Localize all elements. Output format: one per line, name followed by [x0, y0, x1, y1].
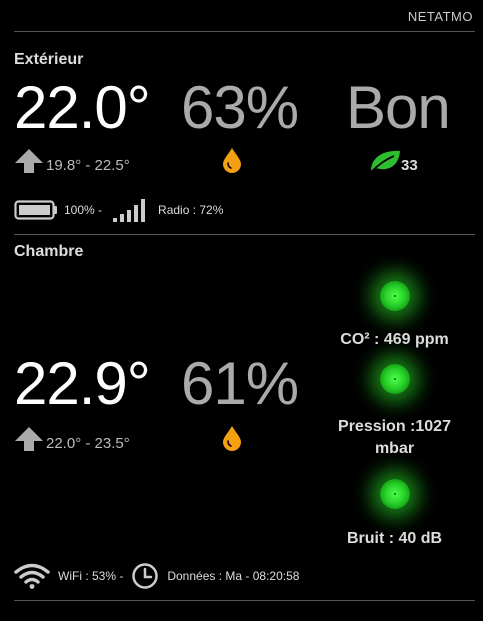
- water-drop-icon: [223, 426, 241, 451]
- section-divider: [14, 234, 475, 235]
- clock-icon: [132, 563, 159, 589]
- air-index-value: 33: [401, 157, 418, 174]
- data-timestamp-text: Données : Ma - 08:20:58: [167, 569, 300, 583]
- footer-divider: [14, 600, 475, 601]
- co2-indicator: [380, 281, 410, 311]
- leaf-icon: [370, 150, 400, 173]
- pressure-line-1: Pression :1027: [338, 418, 451, 435]
- chambre-title: Chambre: [14, 243, 84, 260]
- radio-text: Radio : 72%: [158, 203, 224, 217]
- wifi-text: WiFi : 53% -: [58, 569, 124, 583]
- chambre-humidity: 61%: [181, 350, 299, 417]
- chambre-status: WiFi : 53% - Données : Ma - 08:20:58: [14, 562, 299, 590]
- exterior-status: 100% - Radio : 72%: [14, 197, 223, 223]
- chambre-range-text: 22.0° - 23.5°: [46, 435, 130, 452]
- battery-icon: [14, 200, 57, 220]
- exterior-temperature: 22.0°: [14, 74, 151, 141]
- module-header-title: NETATMO: [407, 9, 473, 24]
- signal-icon: [113, 199, 146, 222]
- noise-label: Bruit : 40 dB: [346, 530, 443, 547]
- wifi-icon: [14, 563, 50, 589]
- chambre-range: 22.0° - 23.5°: [14, 426, 130, 452]
- chambre-temperature: 22.9°: [14, 350, 151, 417]
- exterior-air-index: 33: [368, 148, 418, 174]
- exterior-air-quality: Bon: [346, 74, 451, 141]
- header-divider: [14, 31, 475, 32]
- up-arrow-icon: [15, 149, 43, 173]
- battery-text: 100% -: [64, 203, 103, 217]
- exterior-humidity: 63%: [181, 74, 299, 141]
- pressure-indicator: [380, 364, 410, 394]
- pressure-label: Pression :1027 mbar: [314, 418, 475, 458]
- co2-label: CO² : 469 ppm: [340, 331, 449, 348]
- noise-indicator: [380, 479, 410, 509]
- up-arrow-icon: [15, 427, 43, 451]
- exterior-title: Extérieur: [14, 51, 84, 68]
- exterior-range-text: 19.8° - 22.5°: [46, 157, 130, 174]
- exterior-range: 19.8° - 22.5°: [14, 148, 130, 174]
- water-drop-icon: [223, 148, 241, 173]
- pressure-line-2: mbar: [374, 440, 415, 457]
